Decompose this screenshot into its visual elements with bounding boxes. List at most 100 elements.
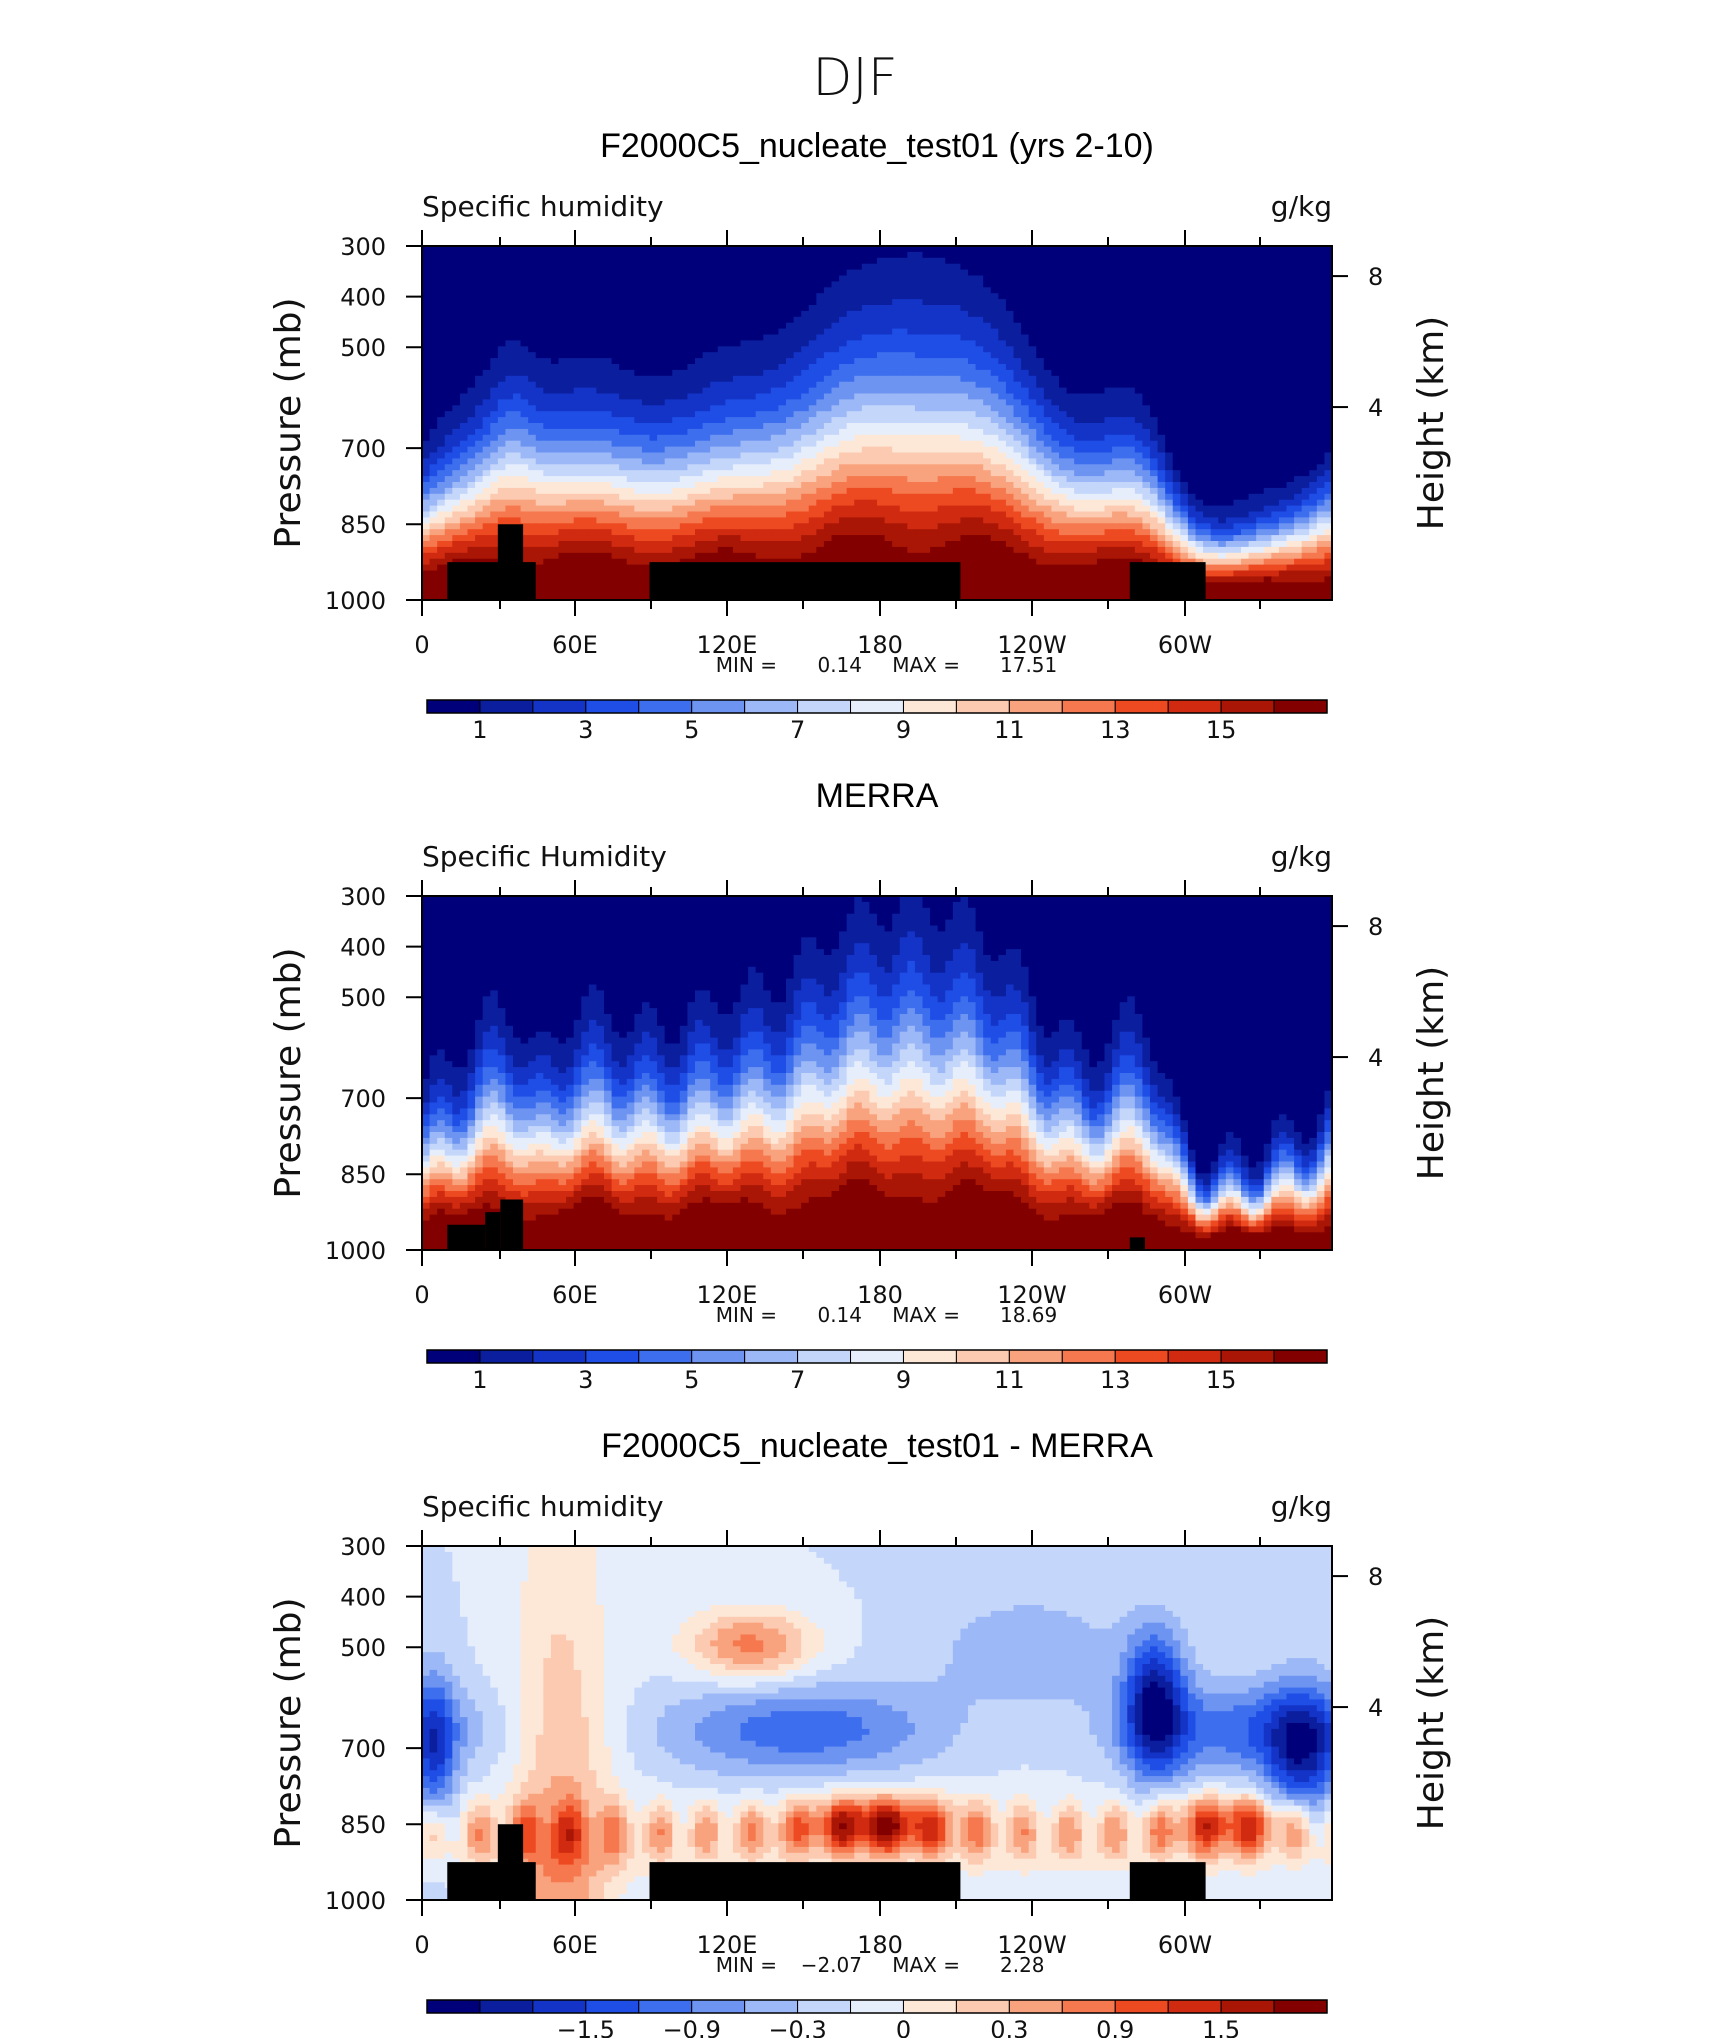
field-cell (588, 381, 598, 389)
field-cell (1316, 352, 1326, 359)
field-cell (823, 263, 833, 271)
field-cell (1112, 299, 1121, 306)
field-cell (588, 399, 598, 406)
field-cell (892, 358, 901, 365)
field-cell (861, 487, 871, 495)
field-cell (854, 257, 863, 265)
field-cell (513, 487, 522, 495)
field-cell (566, 487, 575, 495)
field-cell (983, 299, 992, 306)
field-cell (558, 428, 567, 436)
field-cell (717, 310, 726, 318)
field-cell (793, 275, 802, 282)
field-cell (732, 381, 742, 389)
field-cell (1187, 393, 1197, 400)
field-cell (1043, 476, 1053, 483)
field-cell (770, 340, 780, 347)
field-cell (1134, 369, 1144, 377)
field-cell (907, 293, 916, 300)
field-cell (877, 257, 886, 265)
field-cell (732, 310, 742, 318)
field-cell (596, 275, 605, 282)
field-cell (914, 358, 924, 365)
field-cell (1203, 322, 1212, 330)
field-cell (1021, 393, 1030, 400)
field-cell (907, 251, 916, 259)
field-cell (1187, 251, 1197, 259)
field-cell (1301, 299, 1310, 306)
field-cell (945, 446, 954, 454)
field-cell (846, 399, 855, 406)
field-cell (937, 452, 946, 459)
field-cell (1233, 452, 1242, 459)
field-cell (596, 263, 605, 271)
field-cell (1059, 464, 1068, 471)
field-cell (717, 322, 726, 330)
field-cell (1225, 393, 1235, 400)
field-cell (1150, 375, 1159, 383)
field-cell (566, 251, 575, 259)
field-cell (1013, 476, 1022, 483)
field-cell (869, 316, 878, 324)
field-cell (839, 387, 848, 395)
field-cell (922, 305, 931, 312)
field-cell (1316, 393, 1326, 400)
field-cell (619, 387, 628, 395)
field-cell (983, 482, 992, 489)
field-cell (528, 269, 537, 277)
field-cell (1112, 446, 1121, 454)
field-cell (725, 251, 734, 259)
field-cell (907, 464, 916, 471)
field-cell (573, 299, 582, 306)
field-cell (808, 310, 817, 318)
field-cell (748, 387, 757, 395)
field-cell (672, 393, 681, 400)
field-cell (1278, 411, 1288, 418)
field-cell (558, 299, 567, 306)
field-cell (1263, 452, 1272, 459)
field-cell (839, 369, 848, 377)
field-cell (679, 487, 689, 495)
field-cell (550, 423, 560, 430)
field-cell (566, 340, 575, 347)
field-cell (1096, 458, 1106, 465)
field-cell (778, 428, 787, 436)
field-cell (1104, 452, 1113, 459)
field-cell (854, 417, 863, 424)
field-cell (581, 346, 590, 353)
field-cell (983, 352, 992, 359)
field-cell (581, 364, 590, 371)
field-cell (1089, 464, 1098, 471)
field-cell (998, 358, 1007, 365)
field-cell (1150, 411, 1159, 418)
field-cell (854, 358, 863, 365)
field-cell (475, 434, 484, 442)
field-cell (588, 358, 598, 365)
field-cell (755, 257, 764, 265)
field-cell (550, 322, 560, 330)
field-cell (1081, 482, 1090, 489)
field-cell (1021, 375, 1030, 383)
field-cell (748, 428, 757, 436)
field-cell (1241, 482, 1250, 489)
field-cell (1225, 340, 1235, 347)
field-cell (1142, 423, 1151, 430)
field-cell (588, 269, 598, 277)
field-cell (573, 446, 582, 454)
field-cell (513, 263, 522, 271)
field-cell (596, 305, 605, 312)
field-cell (543, 352, 552, 359)
field-cell (452, 381, 461, 389)
field-cell (1104, 310, 1113, 318)
field-cell (535, 464, 544, 471)
field-cell (1028, 358, 1037, 365)
field-cell (543, 423, 552, 430)
field-cell (1248, 476, 1257, 483)
field-cell (823, 293, 833, 300)
field-cell (1324, 369, 1333, 377)
field-cell (861, 446, 871, 454)
field-cell (1119, 482, 1128, 489)
field-cell (482, 440, 491, 448)
field-cell (429, 316, 438, 324)
field-cell (763, 358, 772, 365)
